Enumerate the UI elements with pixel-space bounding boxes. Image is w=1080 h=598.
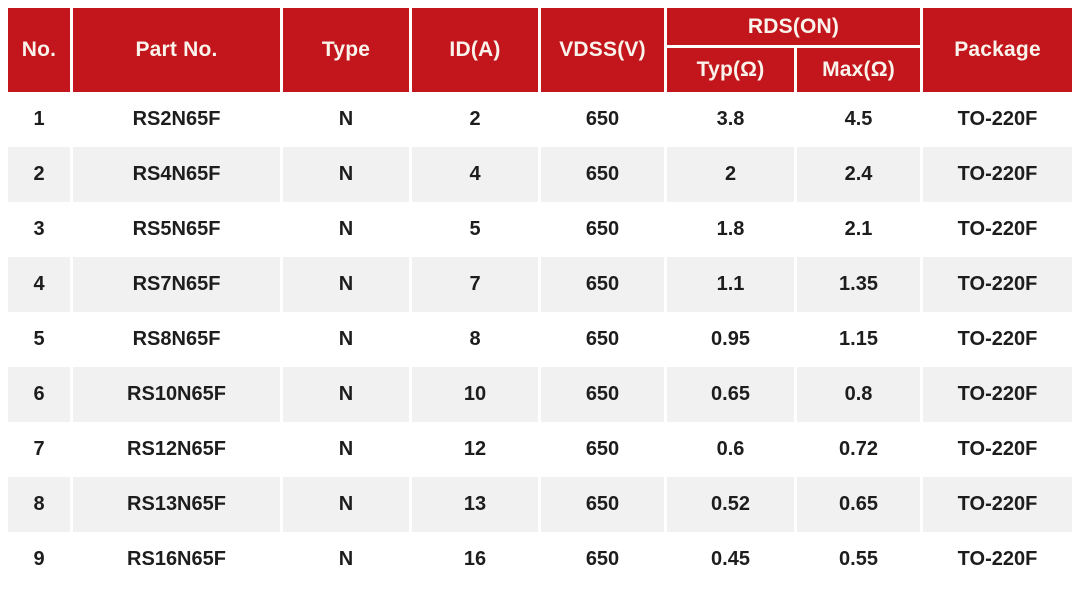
table-row: 9 RS16N65F N 16 650 0.45 0.55 TO-220F [8,532,1073,587]
table-cell: 4 [412,147,541,202]
header-row-top: No. Part No. Type ID(A) VDSS(V) RDS(ON) … [8,8,1073,92]
table-cell: RS7N65F [73,257,283,312]
table-cell: 2.4 [797,147,924,202]
table-cell: 0.65 [667,367,797,422]
col-header-package: Package [923,8,1073,92]
table-cell: RS10N65F [73,367,283,422]
table-cell: 7 [8,422,73,477]
table-cell: TO-220F [923,532,1073,587]
col-header-typ-ohm: Typ(Ω) [667,48,797,92]
col-header-rds-on: RDS(ON) [667,8,924,48]
table-cell: TO-220F [923,477,1073,532]
table-cell: 0.6 [667,422,797,477]
table-cell: 1 [8,92,73,147]
table-cell: 9 [8,532,73,587]
table-cell: N [283,147,412,202]
table-row: 6 RS10N65F N 10 650 0.65 0.8 TO-220F [8,367,1073,422]
table-cell: 650 [541,312,667,367]
mosfet-parts-table: No. Part No. Type ID(A) VDSS(V) RDS(ON) … [8,8,1073,587]
table-cell: RS5N65F [73,202,283,257]
table-cell: 0.52 [667,477,797,532]
table-cell: 8 [8,477,73,532]
col-header-vdss: VDSS(V) [541,8,667,92]
table-cell: 650 [541,147,667,202]
table-cell: 3.8 [667,92,797,147]
col-header-id-a: ID(A) [412,8,541,92]
table-cell: 1.15 [797,312,924,367]
table-body: 1 RS2N65F N 2 650 3.8 4.5 TO-220F 2 RS4N65F N 4 650 2… [8,92,1073,587]
table-cell: 5 [8,312,73,367]
table-row: 7 RS12N65F N 12 650 0.6 0.72 TO-220F [8,422,1073,477]
table-row: 5 RS8N65F N 8 650 0.95 1.15 TO-220F [8,312,1073,367]
table-cell: 650 [541,202,667,257]
table-cell: N [283,477,412,532]
table-cell: 3 [8,202,73,257]
table-cell: N [283,92,412,147]
table-cell: 0.45 [667,532,797,587]
table-cell: 650 [541,477,667,532]
table-cell: N [283,257,412,312]
table-cell: TO-220F [923,367,1073,422]
table-cell: TO-220F [923,422,1073,477]
table-cell: RS4N65F [73,147,283,202]
table-cell: N [283,532,412,587]
table-cell: 1.35 [797,257,924,312]
col-header-type: Type [283,8,412,92]
table-cell: 12 [412,422,541,477]
table-header: No. Part No. Type ID(A) VDSS(V) RDS(ON) … [8,8,1073,92]
table-cell: 5 [412,202,541,257]
table-cell: RS12N65F [73,422,283,477]
table-cell: 10 [412,367,541,422]
table-cell: 0.55 [797,532,924,587]
table-cell: RS16N65F [73,532,283,587]
col-header-no: No. [8,8,73,92]
col-header-part-no: Part No. [73,8,283,92]
table-cell: 2 [667,147,797,202]
table-cell: TO-220F [923,147,1073,202]
table-cell: N [283,422,412,477]
table-cell: 1.1 [667,257,797,312]
table-cell: 7 [412,257,541,312]
table-row: 1 RS2N65F N 2 650 3.8 4.5 TO-220F [8,92,1073,147]
table-cell: 16 [412,532,541,587]
table-cell: RS8N65F [73,312,283,367]
table-cell: 8 [412,312,541,367]
table-cell: 4.5 [797,92,924,147]
table-row: 3 RS5N65F N 5 650 1.8 2.1 TO-220F [8,202,1073,257]
table-cell: N [283,202,412,257]
table-cell: RS13N65F [73,477,283,532]
table-cell: 4 [8,257,73,312]
table-cell: RS2N65F [73,92,283,147]
table-cell: TO-220F [923,202,1073,257]
table-cell: 650 [541,92,667,147]
table-cell: N [283,367,412,422]
col-header-max-ohm: Max(Ω) [797,48,924,92]
table-row: 4 RS7N65F N 7 650 1.1 1.35 TO-220F [8,257,1073,312]
table-cell: 0.72 [797,422,924,477]
table-cell: 2 [412,92,541,147]
table-cell: 650 [541,367,667,422]
table-cell: 13 [412,477,541,532]
table-cell: 0.95 [667,312,797,367]
table-cell: 0.65 [797,477,924,532]
table-cell: TO-220F [923,257,1073,312]
table-cell: 2 [8,147,73,202]
table-cell: 6 [8,367,73,422]
table-row: 2 RS4N65F N 4 650 2 2.4 TO-220F [8,147,1073,202]
table-cell: 650 [541,257,667,312]
table-cell: 1.8 [667,202,797,257]
table-cell: 650 [541,532,667,587]
table-cell: TO-220F [923,92,1073,147]
table-cell: 2.1 [797,202,924,257]
header-row-sub: Typ(Ω) Max(Ω) [8,48,1072,92]
table-cell: TO-220F [923,312,1073,367]
table-row: 8 RS13N65F N 13 650 0.52 0.65 TO-220F [8,477,1073,532]
table-cell: 650 [541,422,667,477]
table-cell: 0.8 [797,367,924,422]
table-cell: N [283,312,412,367]
